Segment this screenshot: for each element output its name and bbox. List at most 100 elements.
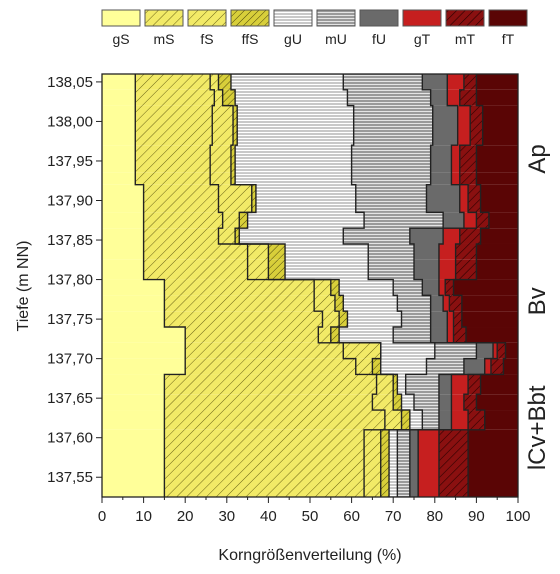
band-fS-8 [247, 243, 269, 260]
band-gT-4 [451, 172, 460, 185]
band-fU-6 [443, 212, 464, 229]
band-gS-4 [102, 172, 136, 185]
band-fT-11 [461, 295, 518, 312]
band-gT-13 [447, 327, 454, 343]
band-mT-13 [453, 327, 466, 343]
horizon-label: Bv [524, 287, 551, 315]
band-fS-15 [355, 358, 373, 375]
band-ffS-9 [268, 259, 286, 280]
band-mU-19 [397, 429, 410, 497]
band-fS-13 [318, 327, 331, 343]
band-gS-9 [102, 259, 144, 280]
band-gU-16 [397, 374, 406, 395]
x-tick-label: 50 [302, 508, 319, 525]
band-gS-12 [102, 311, 165, 328]
x-tick-label: 80 [426, 508, 443, 525]
band-fS-6 [222, 212, 240, 229]
band-mS-14 [185, 342, 344, 359]
band-gT-15 [484, 358, 491, 375]
band-gU-10 [339, 279, 394, 296]
legend-swatch-mS [144, 9, 184, 27]
band-mS-12 [164, 311, 323, 328]
legend-label-mU: mU [325, 31, 347, 47]
band-mT-5 [468, 184, 481, 213]
band-fU-8 [414, 243, 439, 260]
band-mS-19 [164, 429, 365, 497]
legend-label-mT: mT [455, 31, 476, 47]
horizon-label: lCv+Bbt [524, 385, 551, 470]
band-fU-18 [438, 410, 452, 430]
band-mT-16 [468, 374, 481, 395]
band-fS-9 [247, 259, 269, 280]
legend-swatch-ffS [230, 9, 270, 27]
band-gT-2 [457, 105, 471, 146]
band-mU-6 [364, 212, 444, 229]
band-gS-2 [102, 105, 136, 146]
band-gT-17 [451, 394, 464, 411]
band-ffS-6 [239, 212, 248, 229]
band-fU-15 [463, 358, 485, 375]
band-mS-3 [135, 145, 211, 173]
horizon-label: Ap [524, 144, 551, 173]
band-gU-7 [239, 228, 344, 244]
band-mU-9 [368, 259, 414, 280]
band-fS-5 [218, 184, 252, 213]
band-fT-17 [476, 394, 518, 411]
band-fT-5 [480, 184, 518, 213]
band-ffS-18 [401, 410, 410, 430]
band-gU-3 [235, 145, 352, 173]
band-mT-10 [445, 279, 454, 296]
legend-label-fU: fU [372, 31, 386, 47]
band-mT-3 [459, 145, 477, 173]
band-gU-17 [401, 394, 414, 411]
legend-swatch-mT [445, 9, 485, 27]
band-fS-16 [376, 374, 394, 395]
band-ffS-15 [372, 358, 381, 375]
band-ffS-1 [222, 89, 236, 106]
legend-label-ffS: ffS [242, 31, 259, 47]
band-gU-1 [235, 89, 348, 106]
band-fT-15 [503, 358, 518, 375]
band-fT-0 [476, 74, 518, 90]
band-fT-2 [482, 105, 518, 146]
x-axis: 0 10 20 30 40 50 60 70 80 90 100 [98, 497, 531, 525]
band-gT-5 [459, 184, 469, 213]
band-ffS-19 [380, 429, 390, 497]
band-fT-3 [476, 145, 518, 173]
y-tick-label: 137,60 [47, 430, 93, 447]
band-gU-14 [380, 342, 435, 359]
band-gU-8 [285, 243, 369, 260]
band-mS-0 [135, 74, 211, 90]
band-mU-16 [405, 374, 439, 395]
band-gU-19 [389, 429, 398, 497]
y-tick-label: 137,70 [47, 351, 93, 368]
y-tick-label: 137,95 [47, 153, 93, 170]
band-mT-0 [463, 74, 477, 90]
band-fS-17 [372, 394, 394, 411]
x-tick-label: 30 [218, 508, 235, 525]
band-fU-16 [438, 374, 452, 395]
band-gS-7 [102, 228, 144, 244]
legend-swatch-fT [488, 9, 528, 27]
legend: gS mS fS ffS gU mU fU gT mT fT [101, 9, 528, 47]
legend-label-gS: gS [112, 31, 129, 47]
band-ffS-16 [393, 374, 398, 395]
band-gT-7 [443, 228, 460, 244]
band-mT-17 [463, 394, 477, 411]
band-gT-10 [438, 279, 446, 296]
band-mT-11 [449, 295, 462, 312]
legend-label-fT: fT [502, 31, 515, 47]
band-gT-0 [447, 74, 464, 90]
band-mT-2 [470, 105, 483, 146]
band-fU-12 [430, 311, 448, 328]
band-mT-6 [476, 212, 489, 229]
horizon-labels: Ap Bv lCv+Bbt [524, 144, 551, 470]
legend-label-mS: mS [154, 31, 175, 47]
x-tick-label: 0 [98, 508, 106, 525]
band-fT-14 [505, 342, 518, 359]
band-mS-11 [164, 295, 315, 312]
band-gS-11 [102, 295, 165, 312]
band-mU-1 [347, 89, 431, 106]
y-tick-label: 137,90 [47, 193, 93, 210]
band-mU-3 [351, 145, 431, 173]
